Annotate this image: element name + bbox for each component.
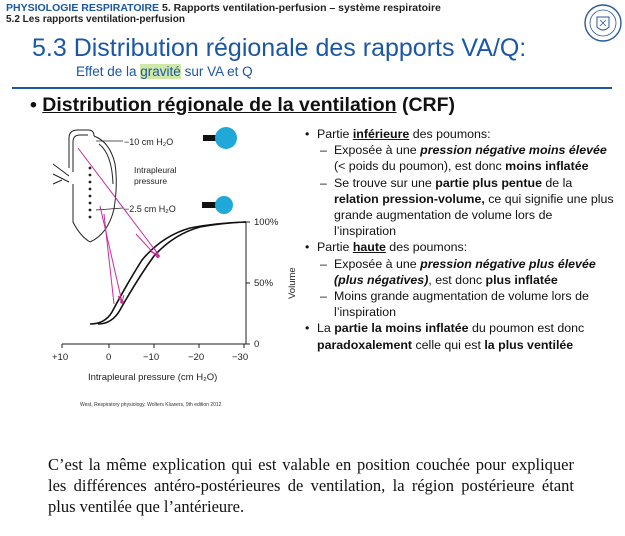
expiration-curve [97,221,247,325]
label-bottom-pressure: −2.5 cm H₂O [124,204,176,214]
pressure-volume-figure: −10 cm H₂O Intrapleural pressure −2.5 cm… [52,127,298,383]
title-divider [12,87,612,89]
list-subitem: Exposée à une pression négative moins él… [305,142,617,174]
header-section: 5.2 Les rapports ventilation-perfusion [6,14,185,25]
y-tick-100: 100% [254,217,279,228]
y-tick-0: 0 [254,339,259,350]
y-tick-marks [246,221,250,345]
x-tick-marks [61,344,245,348]
body-paragraph: C’est la même explication qui est valabl… [48,455,574,516]
region-arrows [77,147,160,305]
header-course: PHYSIOLOGIE RESPIRATOIRE 5. Rapports ven… [6,2,441,14]
inspiration-curve [89,221,247,325]
y-axis-label: Volume [287,267,298,299]
label-pressure: pressure [134,176,167,186]
x-tick-plus10: +10 [52,352,68,363]
region-markers [120,254,160,304]
x-tick-0: 0 [106,352,111,363]
university-seal-logo [584,4,622,42]
label-top-pressure: −10 cm H₂O [124,137,173,147]
highlighted-word: gravité [140,64,181,79]
x-axis-label: Intrapleural pressure (cm H₂O) [88,372,217,383]
slide-title: 5.3 Distribution régionale des rapports … [32,34,527,62]
list-subitem: Exposée à une pression négative plus éle… [305,256,617,288]
x-tick-minus10: −10 [143,352,159,363]
main-bullet: • Distribution régionale de la ventilati… [30,94,456,116]
slide: PHYSIOLOGIE RESPIRATOIRE 5. Rapports ven… [0,0,625,412]
list-subitem: Se trouve sur une partie plus pentue de … [305,175,617,240]
list-subitem: Moins grande augmentation de volume lors… [305,288,617,320]
list-item-upper-lung: Partie haute des poumons: [305,239,617,255]
pleural-dots [88,166,92,219]
alveolus-bottom [202,196,233,214]
y-tick-50: 50% [254,278,274,289]
alveolus-top [203,127,237,149]
list-item-conclusion: La partie la moins inflatée du poumon es… [305,320,617,352]
label-intrapleural: Intrapleural [134,165,177,175]
slide-subtitle: Effet de la gravité sur VA et Q [76,64,253,79]
x-tick-minus30: −30 [232,352,248,363]
x-tick-minus20: −20 [188,352,204,363]
list-item-lower-lung: Partie inférieure des poumons: [305,126,617,142]
figure-caption: West, Respiratory physiology. Wolters Kl… [80,402,222,408]
explanation-list: Partie inférieure des poumons: Exposée à… [305,126,617,353]
